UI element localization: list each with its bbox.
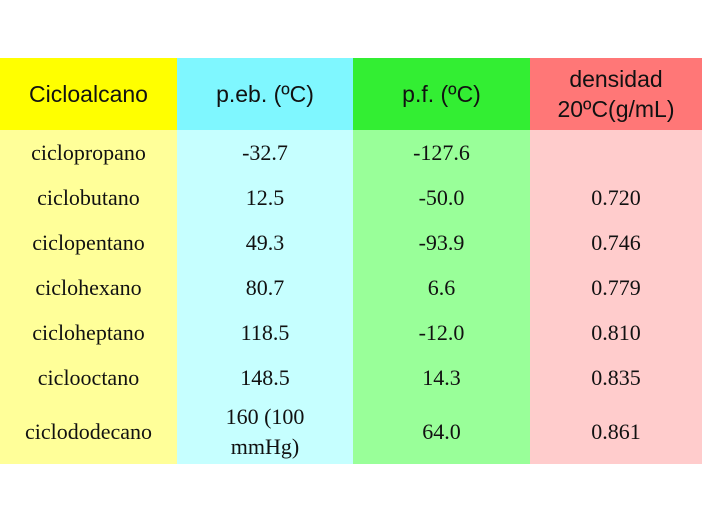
cell-density: 0.861 xyxy=(530,400,702,464)
header-melting-point: p.f. (ºC) xyxy=(353,58,530,130)
cell-melting-point: -93.9 xyxy=(353,220,530,265)
cell-melting-point: -127.6 xyxy=(353,130,530,175)
header-density: densidad 20ºC(g/mL) xyxy=(530,58,702,130)
table-row: ciclopentano 49.3 -93.9 0.746 xyxy=(0,220,702,265)
table-row: ciclopropano -32.7 -127.6 xyxy=(0,130,702,175)
cell-melting-point: 14.3 xyxy=(353,355,530,400)
cell-name: ciclooctano xyxy=(0,355,177,400)
header-boiling-point: p.eb. (ºC) xyxy=(177,58,353,130)
table-row: ciclobutano 12.5 -50.0 0.720 xyxy=(0,175,702,220)
cell-density: 0.835 xyxy=(530,355,702,400)
table-row: ciclododecano 160 (100 mmHg) 64.0 0.861 xyxy=(0,400,702,464)
cell-boiling-point: 160 (100 mmHg) xyxy=(177,400,353,464)
cell-name: ciclopentano xyxy=(0,220,177,265)
cell-density: 0.720 xyxy=(530,175,702,220)
table-row: ciclohexano 80.7 6.6 0.779 xyxy=(0,265,702,310)
cycloalkane-table: Cicloalcano p.eb. (ºC) p.f. (ºC) densida… xyxy=(0,58,702,464)
cell-melting-point: -12.0 xyxy=(353,310,530,355)
header-cicloalcano: Cicloalcano xyxy=(0,58,177,130)
cell-density: 0.810 xyxy=(530,310,702,355)
header-row: Cicloalcano p.eb. (ºC) p.f. (ºC) densida… xyxy=(0,58,702,130)
table-row: cicloheptano 118.5 -12.0 0.810 xyxy=(0,310,702,355)
cell-boiling-point: 80.7 xyxy=(177,265,353,310)
cell-density: 0.779 xyxy=(530,265,702,310)
cell-name: ciclobutano xyxy=(0,175,177,220)
cell-name: cicloheptano xyxy=(0,310,177,355)
cell-name: ciclohexano xyxy=(0,265,177,310)
cell-boiling-point-text: 160 (100 mmHg) xyxy=(225,404,305,459)
cell-melting-point: 64.0 xyxy=(353,400,530,464)
cell-melting-point: -50.0 xyxy=(353,175,530,220)
cell-boiling-point: -32.7 xyxy=(177,130,353,175)
table-row: ciclooctano 148.5 14.3 0.835 xyxy=(0,355,702,400)
header-density-text: densidad 20ºC(g/mL) xyxy=(557,66,675,122)
cell-boiling-point: 148.5 xyxy=(177,355,353,400)
cell-boiling-point: 118.5 xyxy=(177,310,353,355)
cell-boiling-point: 49.3 xyxy=(177,220,353,265)
cell-density xyxy=(530,130,702,175)
cell-name: ciclopropano xyxy=(0,130,177,175)
cell-name: ciclododecano xyxy=(0,400,177,464)
cycloalkane-table-container: Cicloalcano p.eb. (ºC) p.f. (ºC) densida… xyxy=(0,58,702,464)
cell-density: 0.746 xyxy=(530,220,702,265)
cell-melting-point: 6.6 xyxy=(353,265,530,310)
cell-boiling-point: 12.5 xyxy=(177,175,353,220)
